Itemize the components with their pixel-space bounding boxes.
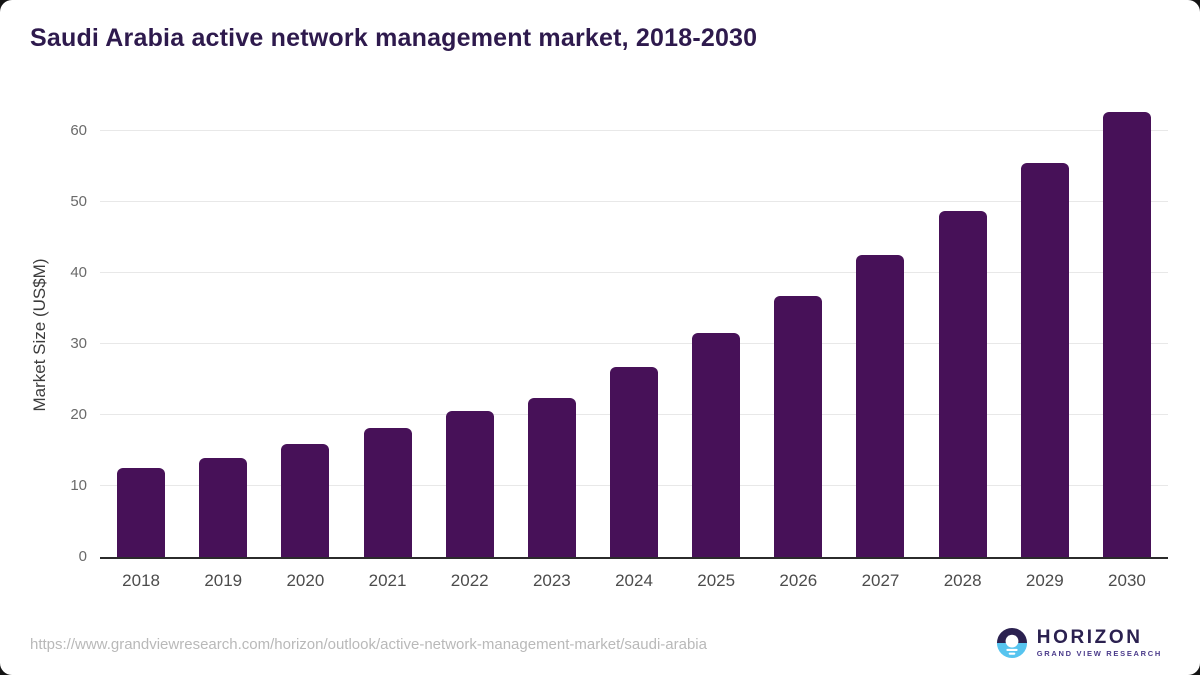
bar-slot-2018: 2018: [100, 111, 182, 590]
bar-slot-2022: 2022: [429, 111, 511, 590]
x-tick-label-2020: 2020: [286, 571, 325, 590]
y-tick-label-60: 60: [70, 121, 87, 139]
y-tick-label-40: 40: [70, 263, 87, 281]
logo-wordmark: HORIZON: [1036, 627, 1143, 649]
y-tick-label-20: 20: [70, 405, 87, 423]
y-tick-label-0: 0: [78, 548, 87, 565]
bar-2030: [1102, 112, 1151, 557]
y-tick-label-10: 10: [70, 476, 87, 494]
gridline-30: [100, 342, 1168, 344]
gridline-40: [100, 271, 1168, 273]
bar-slot-2024: 2024: [593, 111, 675, 590]
logo-subtitle: GRAND VIEW RESEARCH: [1036, 649, 1162, 659]
bar-2028: [938, 211, 987, 557]
bar-2021: [363, 428, 412, 557]
bar-2022: [445, 411, 494, 557]
x-tick-label-2029: 2029: [1025, 571, 1064, 590]
bar-series: 2018 2019 2020 2021 2022 2023 2024 2025 2026 2027…: [100, 111, 1168, 590]
bar-2019: [199, 457, 248, 557]
bar-slot-2026: 2026: [757, 111, 839, 590]
bar-slot-2029: 2029: [1004, 111, 1086, 590]
gridline-60: [100, 129, 1168, 131]
horizon-logo: HORIZON GRAND VIEW RESEARCH: [996, 627, 1162, 659]
bar-slot-2028: 2028: [922, 111, 1004, 590]
y-tick-label-30: 30: [70, 334, 87, 352]
bar-slot-2020: 2020: [264, 111, 346, 590]
x-tick-label-2028: 2028: [943, 571, 982, 590]
x-tick-label-2024: 2024: [615, 571, 653, 590]
x-tick-label-2026: 2026: [779, 571, 818, 590]
horizon-sunset-icon: [996, 627, 1028, 659]
bar-2027: [856, 255, 905, 557]
bar-slot-2023: 2023: [511, 111, 593, 590]
bar-slot-2021: 2021: [346, 111, 428, 590]
bar-2018: [117, 468, 166, 557]
y-tick-label-50: 50: [70, 192, 87, 210]
x-tick-label-2027: 2027: [861, 571, 900, 590]
bar-2024: [610, 367, 659, 557]
bar-slot-2025: 2025: [675, 111, 757, 590]
source-url: https://www.grandviewresearch.com/horizo…: [30, 636, 707, 653]
plot-area: 0 10 20 30 40 50 60 2018 2019 2020 2021 2022 2023 202…: [70, 111, 1168, 590]
x-tick-label-2022: 2022: [450, 571, 489, 590]
chart-title: Saudi Arabia active network management m…: [30, 24, 758, 52]
logo-text-block: HORIZON GRAND VIEW RESEARCH: [1037, 628, 1162, 658]
y-axis-title: Market Size (US$M): [30, 258, 49, 412]
bar-slot-2030: 2030: [1086, 111, 1168, 590]
bar-slot-2027: 2027: [839, 111, 921, 590]
bar-2026: [774, 296, 823, 557]
bar-2025: [692, 333, 741, 557]
bar-2029: [1020, 162, 1069, 557]
bar-2023: [527, 397, 576, 557]
x-tick-label-2030: 2030: [1108, 571, 1146, 590]
x-tick-label-2018: 2018: [122, 571, 160, 590]
x-tick-label-2025: 2025: [697, 571, 736, 590]
bar-2020: [281, 444, 330, 557]
x-tick-label-2023: 2023: [532, 571, 571, 590]
bar-slot-2019: 2019: [182, 111, 264, 590]
x-tick-label-2019: 2019: [204, 571, 243, 590]
gridline-50: [100, 200, 1168, 202]
x-tick-label-2021: 2021: [368, 571, 407, 590]
